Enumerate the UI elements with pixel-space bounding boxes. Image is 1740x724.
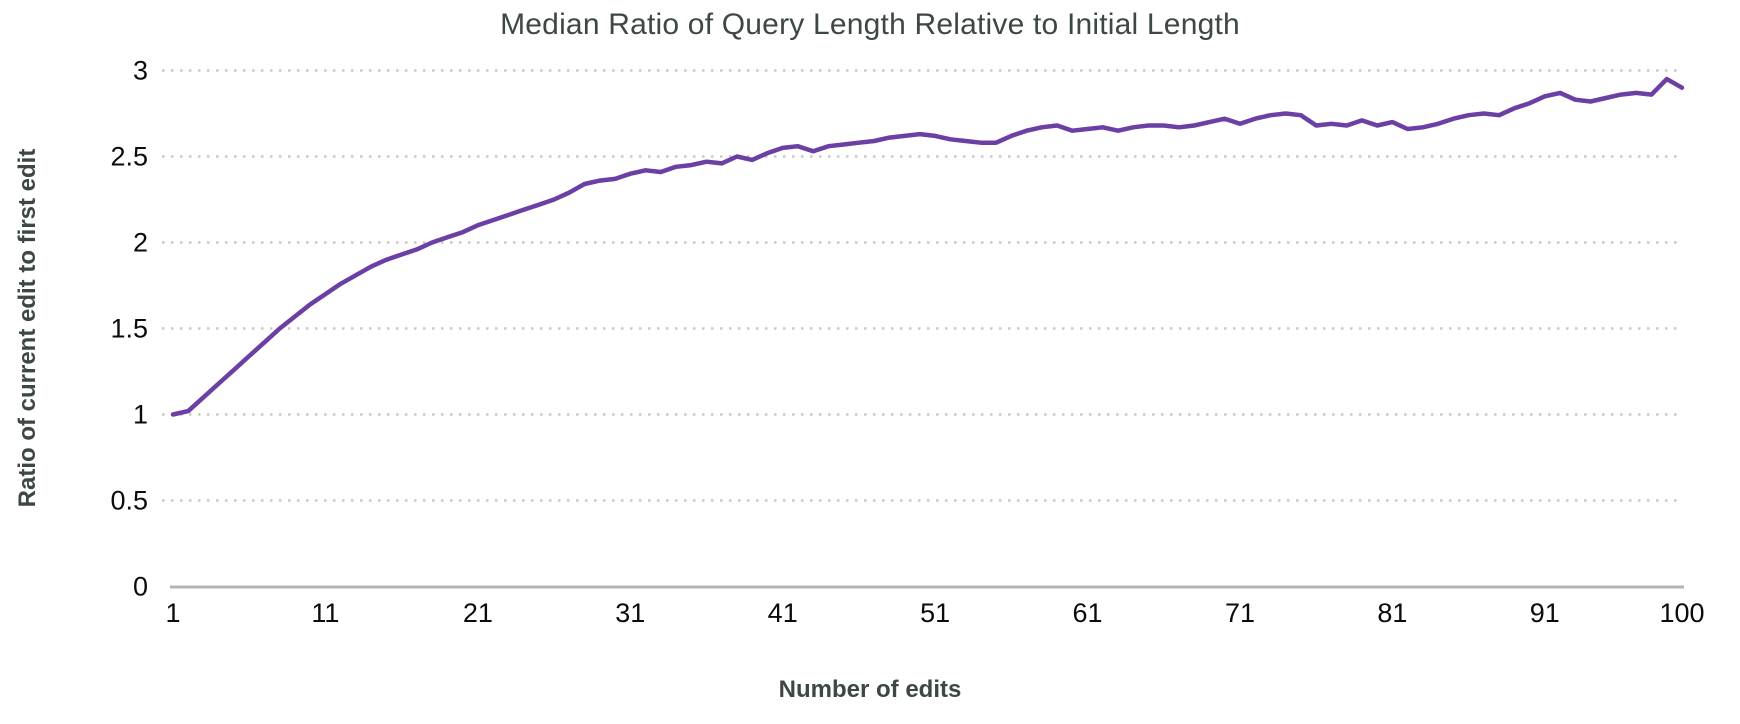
x-tick-label: 31 — [615, 598, 645, 628]
x-tick-label: 81 — [1377, 598, 1407, 628]
y-tick-label: 0.5 — [110, 486, 148, 516]
x-tick-label: 71 — [1225, 598, 1255, 628]
y-tick-label: 2 — [133, 228, 148, 258]
y-tick-label: 3 — [133, 56, 148, 86]
y-tick-label: 2.5 — [110, 142, 148, 172]
y-tick-label: 1.5 — [110, 314, 148, 344]
x-tick-label: 91 — [1530, 598, 1560, 628]
x-axis-title: Number of edits — [778, 676, 962, 703]
x-tick-label: 100 — [1659, 598, 1704, 628]
chart-title: Median Ratio of Query Length Relative to… — [500, 8, 1240, 41]
x-tick-label: 41 — [768, 598, 798, 628]
x-tick-label: 51 — [920, 598, 950, 628]
data-line — [170, 76, 1685, 417]
y-tick-label: 1 — [133, 400, 148, 430]
x-tick-label: 61 — [1073, 598, 1103, 628]
x-tick-label: 1 — [165, 598, 180, 628]
y-tick-label: 0 — [133, 572, 148, 602]
x-tick-label: 11 — [311, 598, 339, 628]
x-tick-label: 21 — [463, 598, 493, 628]
